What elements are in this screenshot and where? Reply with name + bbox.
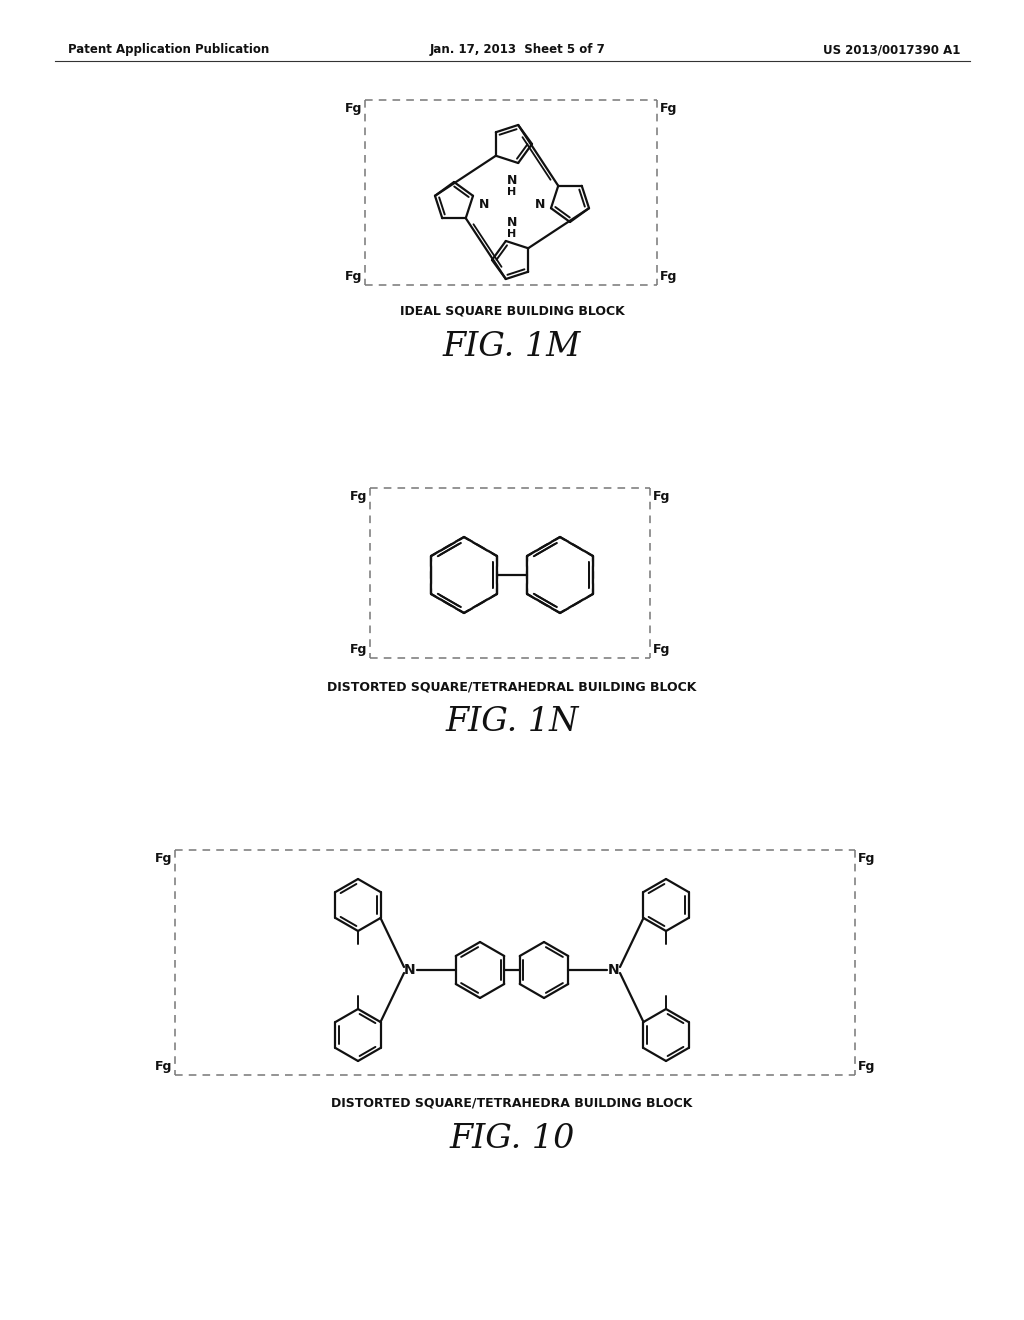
Text: Fg: Fg xyxy=(660,102,677,115)
Text: Fg: Fg xyxy=(349,490,367,503)
Text: Fg: Fg xyxy=(653,490,671,503)
Text: US 2013/0017390 A1: US 2013/0017390 A1 xyxy=(822,44,961,57)
Text: N: N xyxy=(507,173,517,186)
Text: IDEAL SQUARE BUILDING BLOCK: IDEAL SQUARE BUILDING BLOCK xyxy=(399,305,625,318)
Text: Fg: Fg xyxy=(349,643,367,656)
Text: Fg: Fg xyxy=(858,851,876,865)
Text: Fg: Fg xyxy=(345,271,362,282)
Text: FIG. 1M: FIG. 1M xyxy=(442,331,582,363)
Text: Fg: Fg xyxy=(155,851,172,865)
Text: Fg: Fg xyxy=(345,102,362,115)
Text: N: N xyxy=(479,198,489,210)
Text: N: N xyxy=(507,215,517,228)
Text: FIG. 1N: FIG. 1N xyxy=(445,706,579,738)
Text: Jan. 17, 2013  Sheet 5 of 7: Jan. 17, 2013 Sheet 5 of 7 xyxy=(430,44,606,57)
Text: H: H xyxy=(507,228,517,239)
Text: FIG. 10: FIG. 10 xyxy=(450,1123,574,1155)
Text: N: N xyxy=(608,964,620,977)
Text: Patent Application Publication: Patent Application Publication xyxy=(68,44,269,57)
Text: DISTORTED SQUARE/TETRAHEDRA BUILDING BLOCK: DISTORTED SQUARE/TETRAHEDRA BUILDING BLO… xyxy=(332,1097,692,1110)
Text: N: N xyxy=(535,198,545,210)
Text: N: N xyxy=(404,964,416,977)
Text: Fg: Fg xyxy=(653,643,671,656)
Text: H: H xyxy=(507,187,517,197)
Text: Fg: Fg xyxy=(858,1060,876,1073)
Text: Fg: Fg xyxy=(660,271,677,282)
Text: DISTORTED SQUARE/TETRAHEDRAL BUILDING BLOCK: DISTORTED SQUARE/TETRAHEDRAL BUILDING BL… xyxy=(328,680,696,693)
Text: Fg: Fg xyxy=(155,1060,172,1073)
